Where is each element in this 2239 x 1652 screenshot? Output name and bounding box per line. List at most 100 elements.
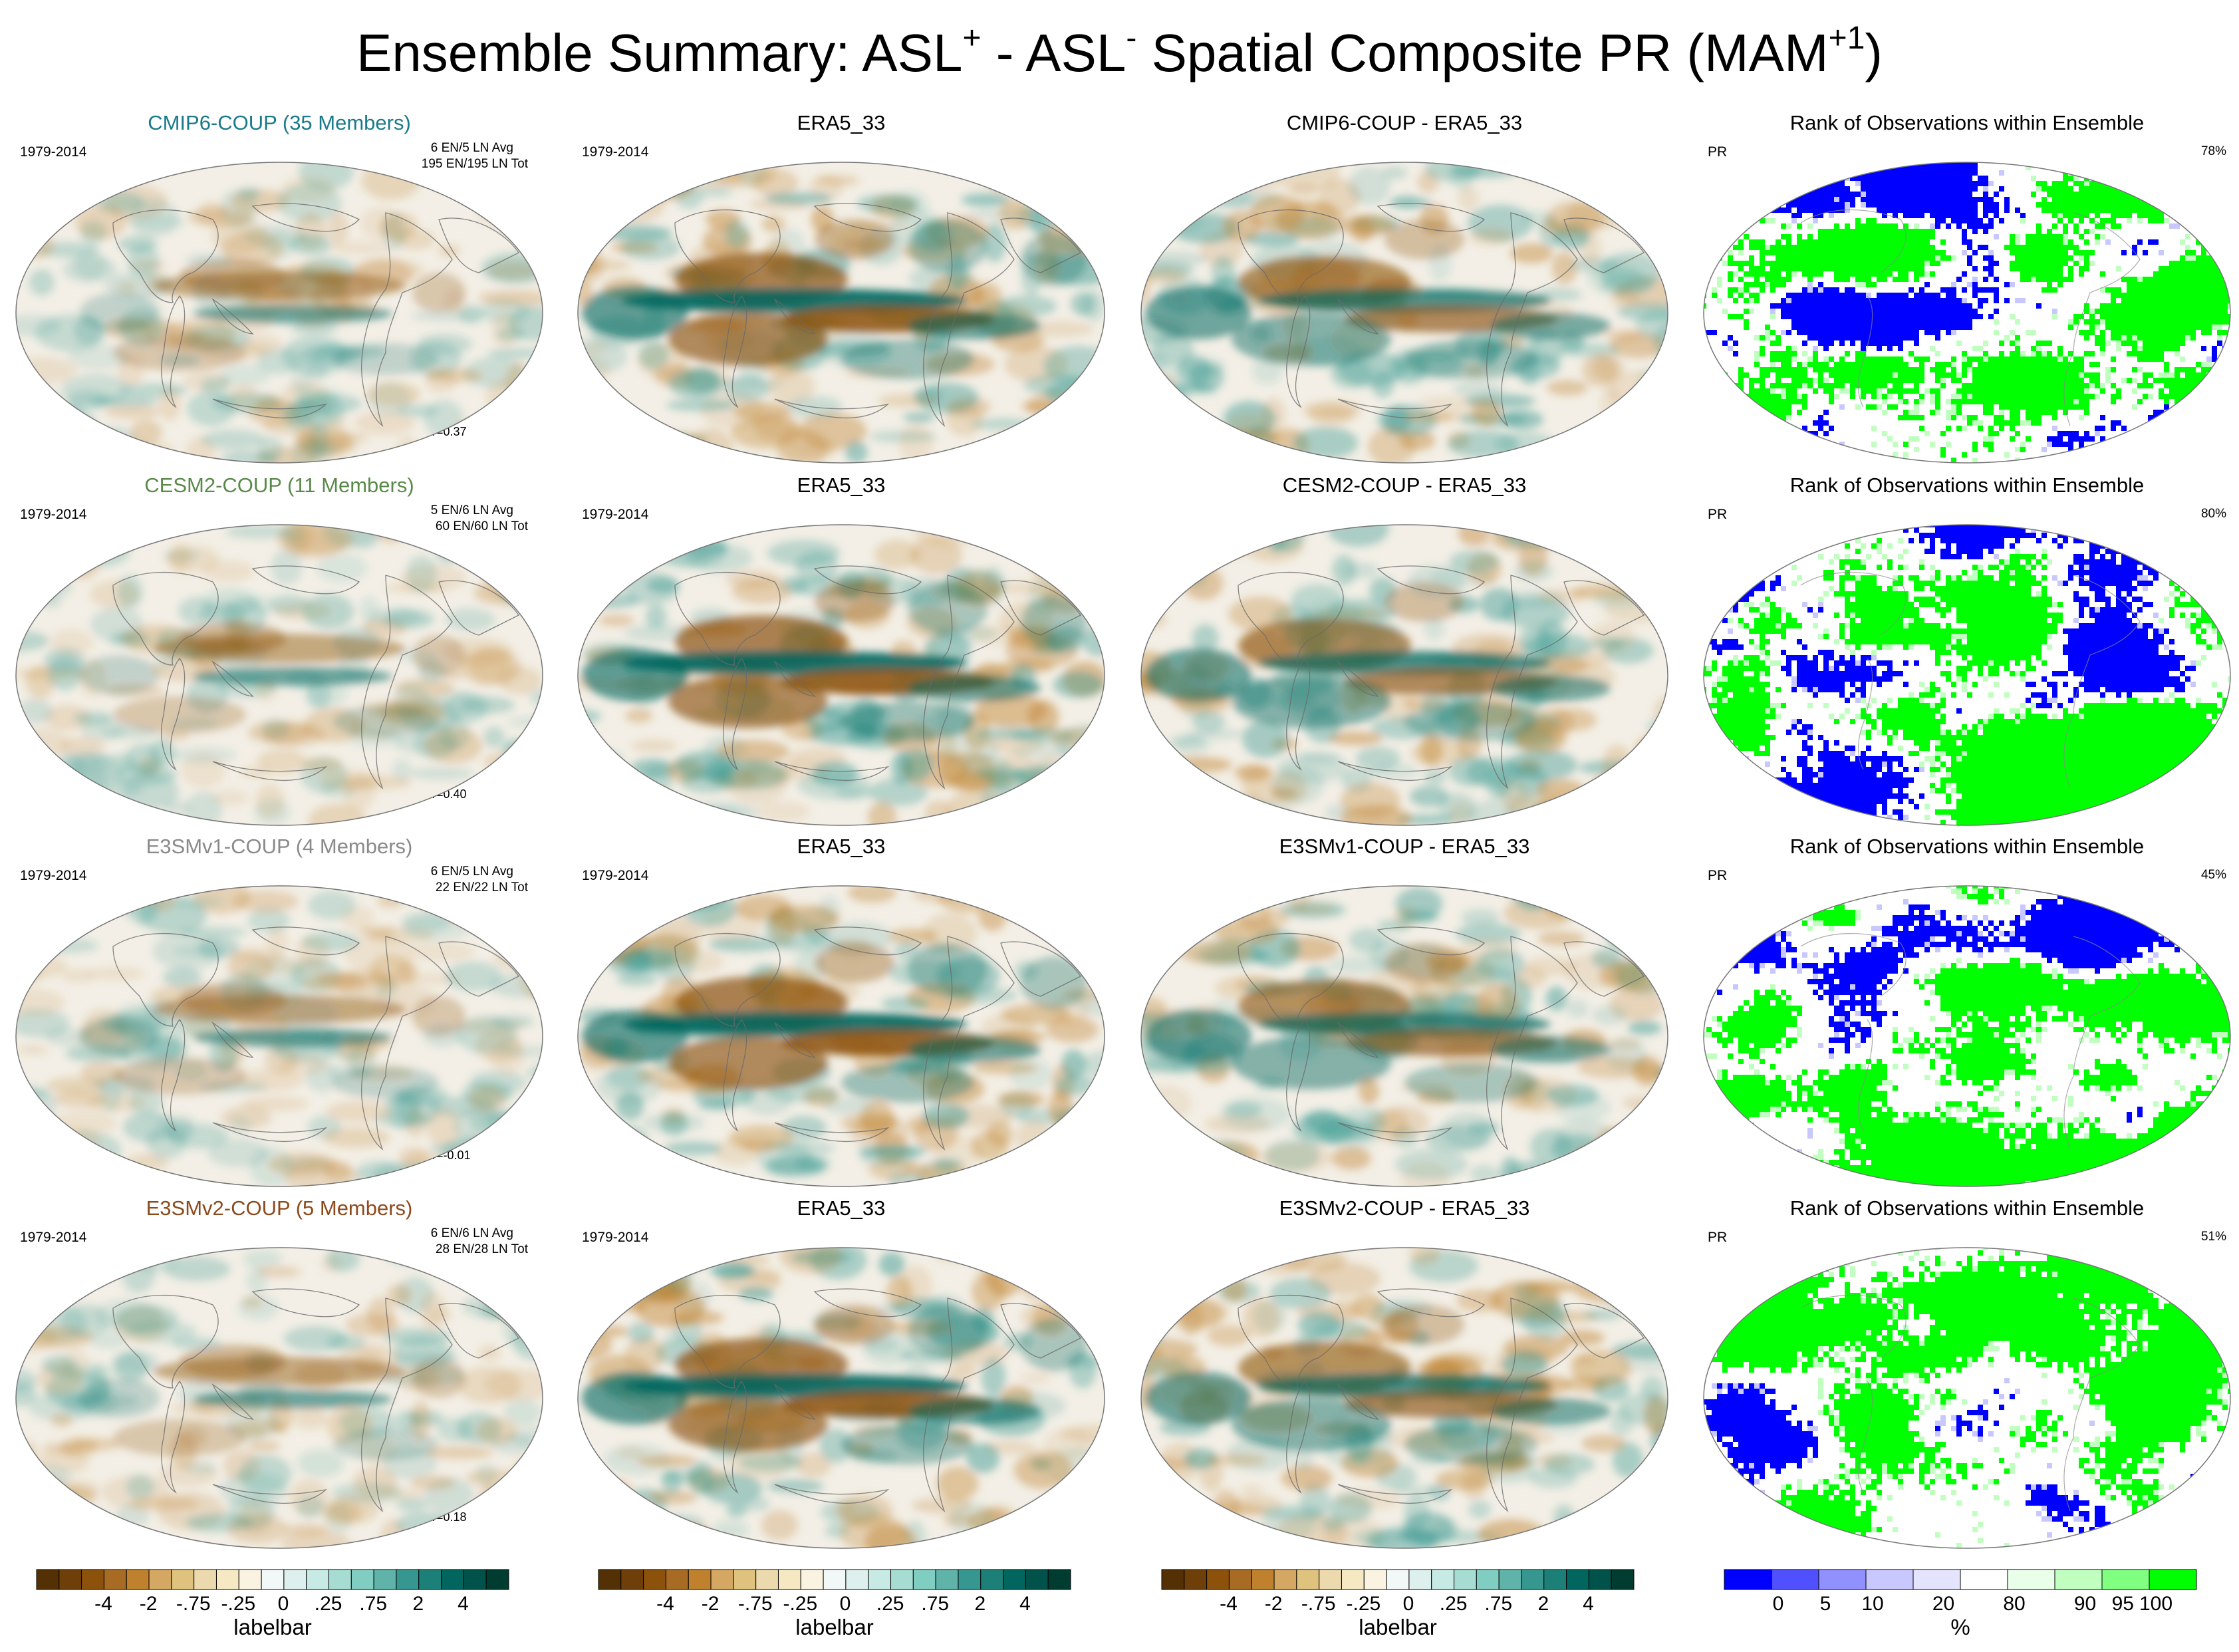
colorbar-swatch [958, 1569, 982, 1590]
period-label: 1979-2014 [20, 1230, 87, 1245]
colorbar-swatch [373, 1569, 397, 1590]
colorbar-swatch [148, 1569, 172, 1590]
colorbar-tick-label: 0 [278, 1593, 289, 1615]
colorbar-tick-label: 90 [2074, 1593, 2096, 1615]
colorbar-tick-label: .25 [1440, 1593, 1468, 1615]
diff-panel: E3SMv2-COUP - ERA5_33 [1132, 1195, 1677, 1558]
global-map [15, 162, 543, 464]
period-label: 1979-2014 [582, 144, 649, 160]
colorbar-swatch [1408, 1569, 1432, 1590]
colorbar-swatches: -4 -2 -.75 -.25 0 .25 .75 2 4 [1161, 1569, 1635, 1615]
model-panel: CESM2-COUP (11 Members) 1979-2014 5 EN/6 L… [7, 472, 552, 835]
global-map [1703, 524, 2231, 826]
global-map [1703, 162, 2231, 464]
variable-label: PR [1708, 507, 1728, 522]
colorbar-tick-label: .25 [876, 1593, 904, 1615]
colorbar-tick-label: -4 [94, 1593, 112, 1615]
colorbar-tick-label: 4 [1019, 1593, 1031, 1615]
colorbar-swatch [1454, 1569, 1477, 1590]
colorbar-swatch [845, 1569, 869, 1590]
rank-percent: 51% [2200, 1230, 2226, 1244]
global-map [1703, 1247, 2231, 1549]
global-map [15, 524, 543, 826]
diff-panel: CESM2-COUP - ERA5_33 [1132, 472, 1677, 835]
colorbar-swatch [823, 1569, 847, 1590]
rank-percent: 78% [2200, 144, 2226, 158]
obs-title: ERA5_33 [797, 1196, 886, 1220]
colorbar-swatch [598, 1569, 622, 1590]
rank-panel: Rank of Observations within Ensemble PR 45… [1694, 833, 2239, 1196]
model-title: CMIP6-COUP (35 Members) [148, 111, 411, 134]
event-counts: 6 EN/5 LN Avg 22 EN/22 LN Tot [430, 865, 528, 895]
rank-panel: Rank of Observations within Ensemble PR 78… [1694, 110, 2239, 472]
colorbar-swatch [755, 1569, 779, 1590]
colorbar-swatch [1251, 1569, 1275, 1590]
colorbar-swatch [777, 1569, 801, 1590]
rank-title: Rank of Observations within Ensemble [1789, 474, 2145, 497]
colorbar-swatch [2101, 1569, 2150, 1590]
colorbar-swatch [1588, 1569, 1612, 1590]
colorbar-swatch [1273, 1569, 1297, 1590]
period-label: 1979-2014 [20, 507, 87, 522]
rank-panel: Rank of Observations within Ensemble PR 51… [1694, 1195, 2239, 1558]
colorbar-tick-label: 4 [1583, 1593, 1594, 1615]
colorbar-swatch [688, 1569, 712, 1590]
colorbar-swatch [868, 1569, 892, 1590]
colorbar-swatch [1498, 1569, 1522, 1590]
colorbar-swatch [2054, 1569, 2103, 1590]
colorbar-tick-label: -2 [702, 1593, 720, 1615]
variable-label: PR [1708, 1230, 1728, 1245]
colorbar-swatch [1431, 1569, 1455, 1590]
colorbar-tick-label: 2 [975, 1593, 986, 1615]
colorbar-swatch [261, 1569, 285, 1590]
colorbar-tick-label: 10 [1861, 1593, 1883, 1615]
obs-panel: ERA5_33 1979-2014 [569, 472, 1114, 835]
colorbar-swatch [1386, 1569, 1410, 1590]
period-label: 1979-2014 [582, 868, 649, 883]
colorbar-swatch [238, 1569, 262, 1590]
rank-title: Rank of Observations within Ensemble [1789, 835, 2145, 858]
colorbar-swatch [306, 1569, 330, 1590]
colorbar-swatch [36, 1569, 60, 1590]
colorbar-swatch [441, 1569, 464, 1590]
colorbar-title: % [1950, 1615, 1970, 1639]
model-panel: CMIP6-COUP (35 Members) 1979-2014 6 EN/5 L… [7, 110, 552, 472]
obs-title: ERA5_33 [797, 835, 886, 858]
global-map [1140, 162, 1668, 464]
global-map [15, 1247, 543, 1549]
period-label: 1979-2014 [582, 1230, 649, 1245]
colorbar-swatches: -4 -2 -.75 -.25 0 .25 .75 2 4 [36, 1569, 509, 1615]
rank-percent: 80% [2200, 507, 2226, 521]
colorbar-swatch [1319, 1569, 1342, 1590]
colorbar-tick-label: 80 [2003, 1593, 2025, 1615]
colorbar-tick-label: -2 [140, 1593, 158, 1615]
colorbar-tick-label: -.25 [1347, 1593, 1381, 1615]
colorbar-tick-label: 0 [1773, 1593, 1784, 1615]
colorbar-tick-label: -2 [1265, 1593, 1283, 1615]
obs-panel: ERA5_33 1979-2014 [569, 1195, 1114, 1558]
colorbar-swatch [215, 1569, 239, 1590]
colorbar-swatch [1228, 1569, 1252, 1590]
colorbar-tick-label: -.25 [783, 1593, 818, 1615]
colorbar-swatch [1003, 1569, 1026, 1590]
colorbar-swatch [2007, 1569, 2055, 1590]
colorbar-swatch [126, 1569, 150, 1590]
rank-title: Rank of Observations within Ensemble [1789, 1196, 2145, 1220]
model-title: E3SMv1-COUP (4 Members) [146, 835, 413, 858]
colorbar-swatch [350, 1569, 374, 1590]
colorbar-swatch [329, 1569, 352, 1590]
global-map [577, 885, 1105, 1187]
colorbar-swatches: -4 -2 -.75 -.25 0 .25 .75 2 4 [598, 1569, 1071, 1615]
global-map [1140, 885, 1668, 1187]
period-label: 1979-2014 [20, 868, 87, 883]
colorbar-swatch [643, 1569, 666, 1590]
colorbar-tick-label: 0 [1403, 1593, 1414, 1615]
colorbar-tick-label: 100 [2139, 1593, 2173, 1615]
variable-label: PR [1708, 868, 1728, 883]
diff-title: CMIP6-COUP - ERA5_33 [1286, 111, 1523, 134]
event-counts: 6 EN/6 LN Avg 28 EN/28 LN Tot [430, 1226, 528, 1256]
colorbar-tick-label: -.25 [221, 1593, 256, 1615]
global-map [1140, 524, 1668, 826]
diff-title: E3SMv1-COUP - ERA5_33 [1279, 835, 1530, 858]
event-counts: 5 EN/6 LN Avg 60 EN/60 LN Tot [430, 503, 528, 533]
